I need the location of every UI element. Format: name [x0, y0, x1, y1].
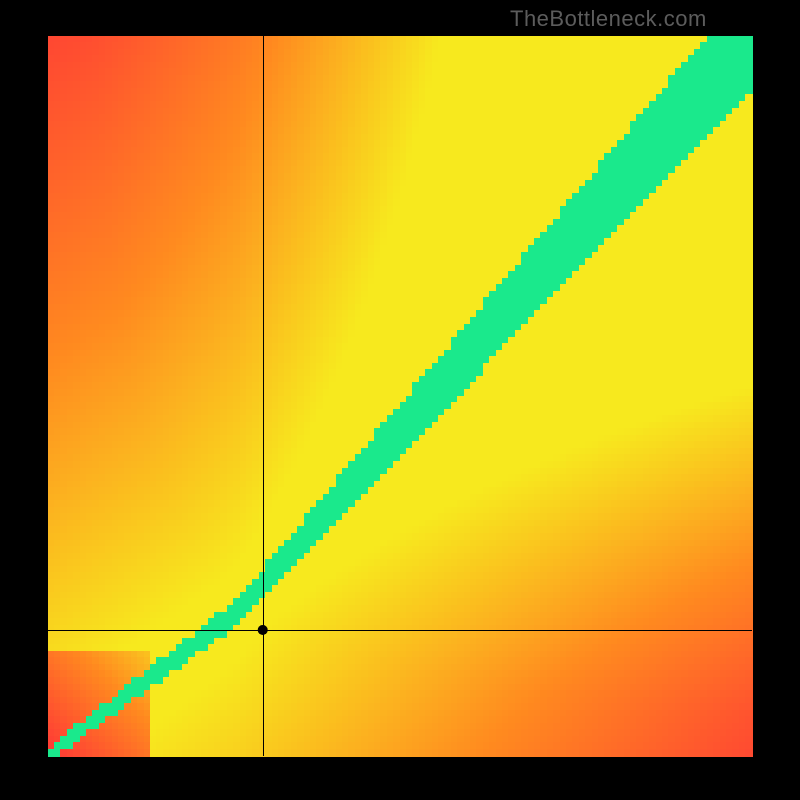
bottleneck-heatmap-canvas: [0, 0, 800, 800]
watermark-text: TheBottleneck.com: [510, 6, 707, 32]
